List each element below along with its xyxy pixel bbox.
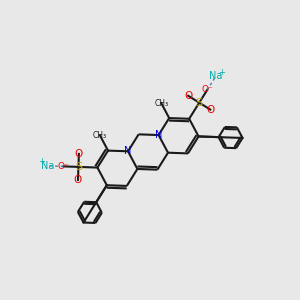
- Text: O⁻: O⁻: [58, 162, 69, 171]
- Text: O: O: [75, 149, 83, 159]
- Text: S: S: [75, 162, 82, 172]
- Text: Na: Na: [209, 71, 222, 81]
- Text: CH₃: CH₃: [93, 131, 107, 140]
- Text: +: +: [38, 157, 45, 166]
- Text: +: +: [218, 68, 225, 77]
- Text: N: N: [124, 146, 132, 156]
- Text: O⁻: O⁻: [201, 85, 213, 94]
- Text: O: O: [74, 175, 82, 185]
- Text: N: N: [155, 130, 162, 140]
- Text: O: O: [206, 105, 214, 115]
- Text: CH₃: CH₃: [154, 99, 168, 108]
- Text: O: O: [184, 91, 192, 101]
- Text: S: S: [196, 98, 203, 108]
- Text: Na: Na: [41, 161, 54, 171]
